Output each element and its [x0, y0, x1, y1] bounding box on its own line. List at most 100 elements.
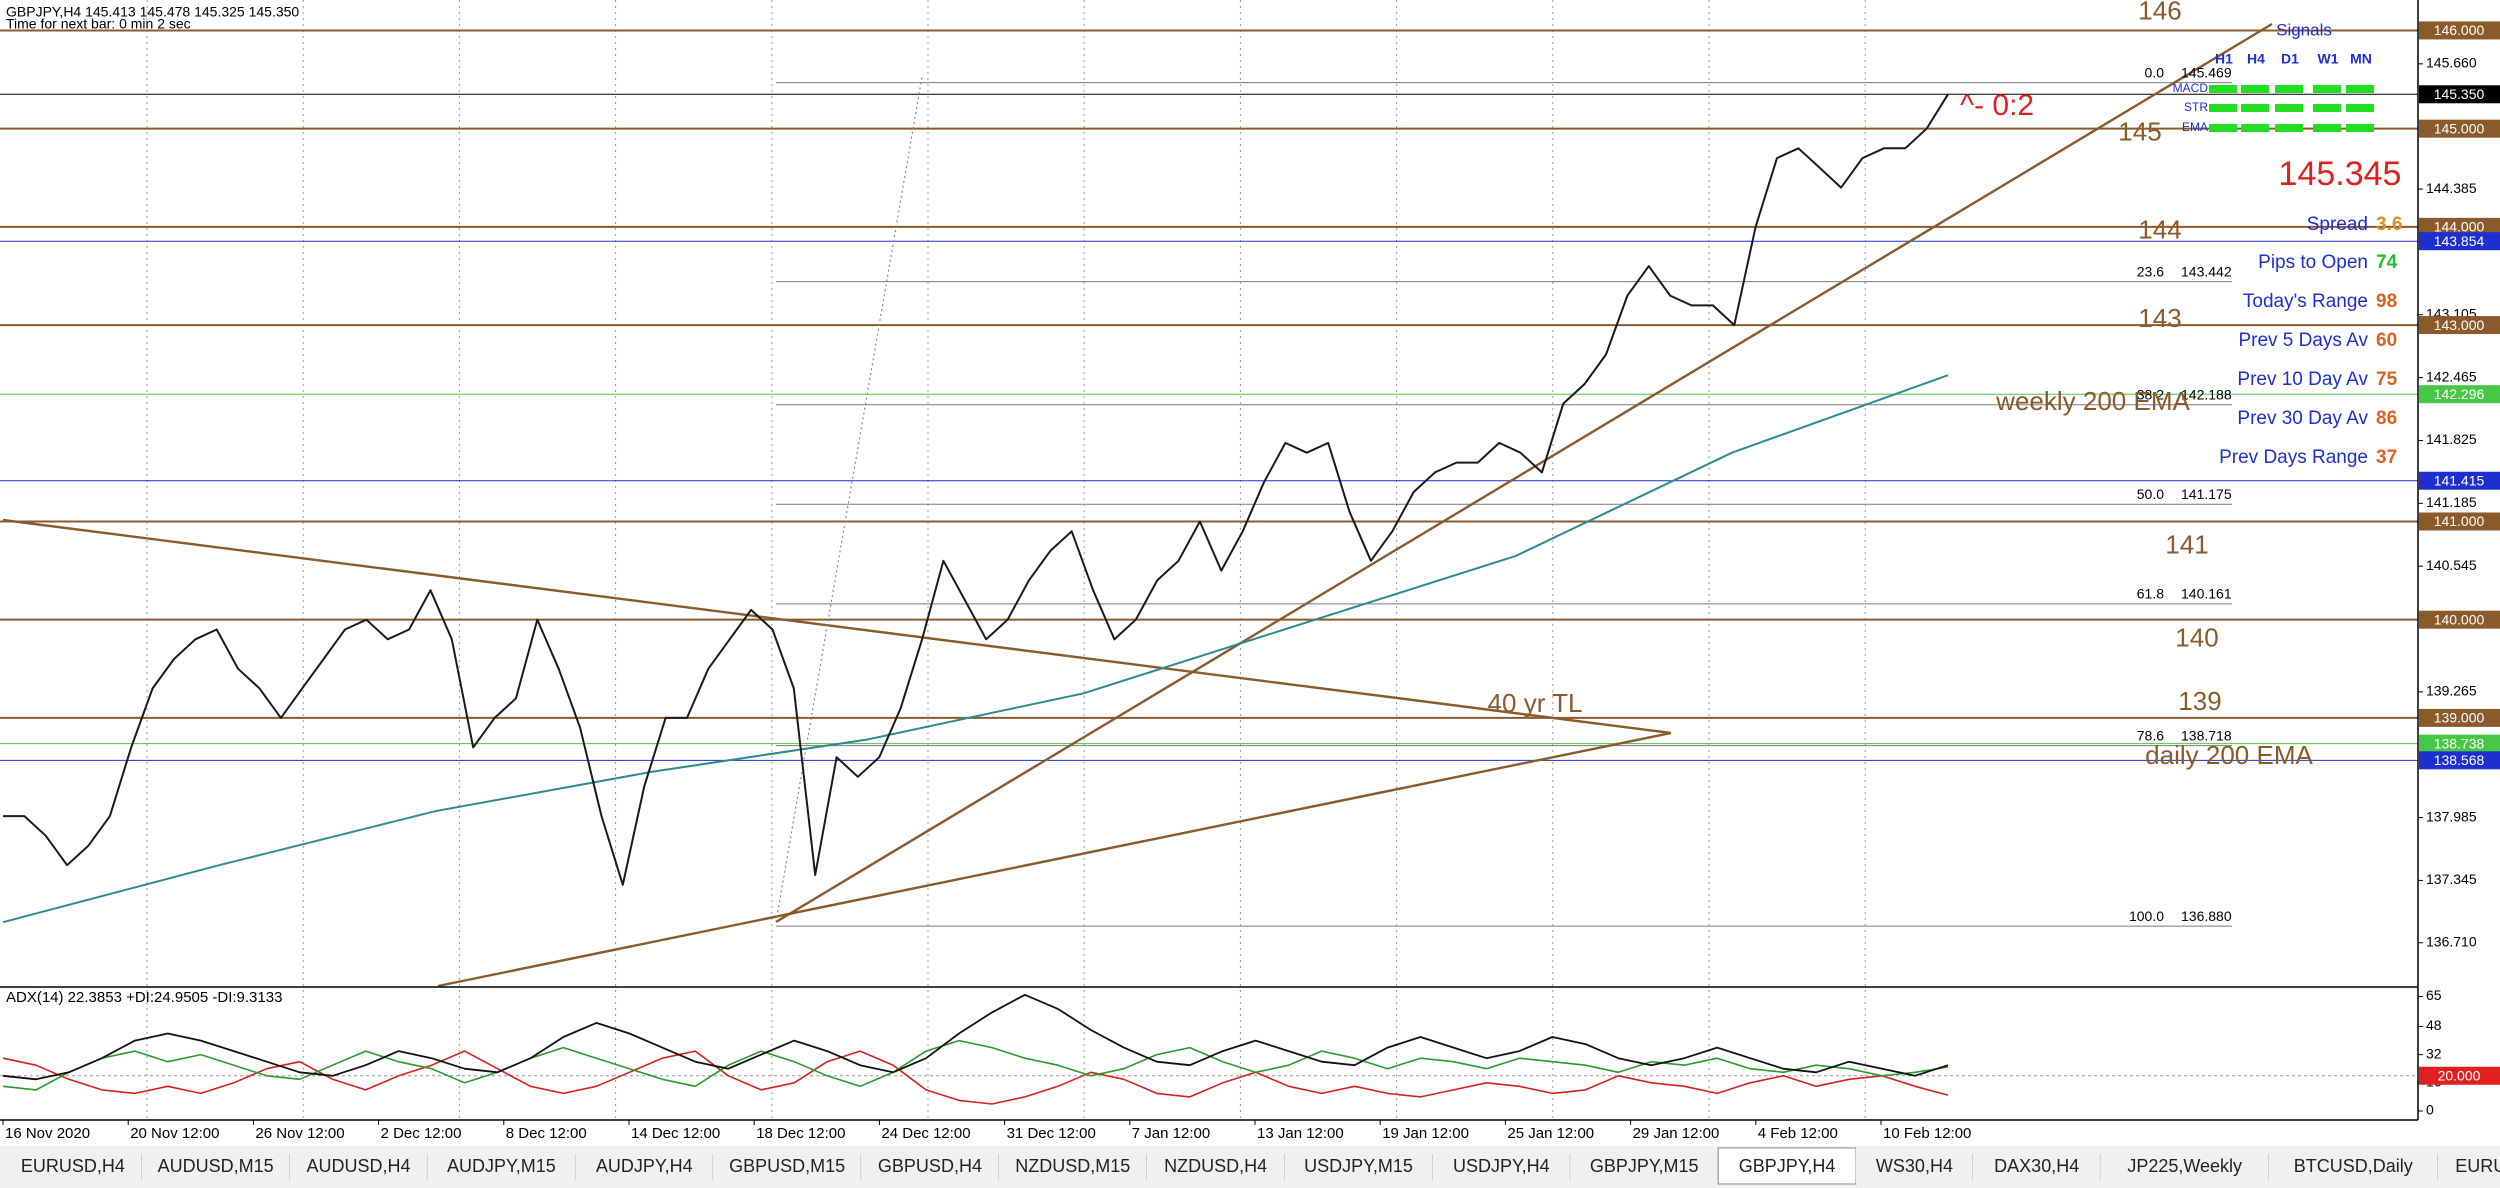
tab-label[interactable]: NZDUSD,H4 [1164, 1156, 1267, 1176]
signal-bar [2275, 124, 2303, 132]
adx-level-box [2419, 1066, 2500, 1085]
tab[interactable]: JP225,Weekly [2100, 1148, 2270, 1184]
tab[interactable]: EURU [2437, 1148, 2500, 1184]
signal-bar [2241, 85, 2269, 93]
bid-price: 145.345 [2279, 155, 2402, 193]
x-tick-label: 7 Jan 12:00 [1132, 1125, 1210, 1142]
level-label: 144.000 [2434, 219, 2485, 235]
tab[interactable]: WS30,H4 [1855, 1148, 1974, 1184]
stat-value: 37 [2376, 447, 2397, 468]
tab[interactable]: NZDUSD,H4 [1146, 1148, 1285, 1184]
tab-label[interactable]: AUDJPY,H4 [596, 1156, 693, 1176]
tab[interactable]: GBPUSD,H4 [861, 1148, 1000, 1184]
tab-label[interactable]: AUDUSD,H4 [307, 1156, 411, 1176]
trendlines [2, 22, 2273, 988]
tab[interactable]: AUDJPY,M15 [427, 1148, 576, 1184]
tab-label[interactable]: WS30,H4 [1876, 1156, 1953, 1176]
fib-price: 142.188 [2181, 387, 2232, 403]
tab[interactable]: EURUSD,H4 [4, 1148, 143, 1184]
tab-label[interactable]: GBPJPY,M15 [1590, 1156, 1699, 1176]
daily-ema-label: daily 200 EMA [2145, 740, 2313, 770]
tab-background [1973, 1148, 2101, 1184]
plot [2, 93, 1949, 1105]
tab[interactable]: GBPJPY,M15 [1570, 1148, 1719, 1184]
y-tick-label: 137.985 [2426, 808, 2477, 824]
signal-bar [2346, 104, 2374, 112]
adx-tick-label: 48 [2426, 1017, 2442, 1033]
round-number: 144 [2138, 215, 2181, 245]
tab[interactable]: GBPUSD,M15 [713, 1148, 862, 1184]
tab-label[interactable]: USDJPY,M15 [1304, 1156, 1413, 1176]
labels: 145.660144.385143.105142.465141.825141.1… [2, 0, 2500, 1142]
stat-value: 98 [2376, 291, 2397, 312]
x-tick-label: 31 Dec 12:00 [1007, 1125, 1096, 1142]
tab-label[interactable]: NZDUSD,M15 [1015, 1156, 1130, 1176]
fib-level: 61.8 [2137, 586, 2164, 602]
x-tick-label: 29 Jan 12:00 [1633, 1125, 1720, 1142]
x-tick-label: 24 Dec 12:00 [881, 1125, 970, 1142]
trendline-up [775, 22, 2273, 924]
adx-tick-label: 65 [2426, 987, 2442, 1003]
x-tick-label: 19 Jan 12:00 [1382, 1125, 1469, 1142]
tab-label[interactable]: GBPUSD,H4 [878, 1156, 982, 1176]
signal-bar [2313, 124, 2341, 132]
tab-label[interactable]: AUDJPY,M15 [447, 1156, 556, 1176]
tab[interactable]: USDJPY,H4 [1432, 1148, 1571, 1184]
tab-background [1570, 1148, 1719, 1184]
tab-label[interactable]: AUDUSD,M15 [158, 1156, 274, 1176]
trendline-40yr [2, 518, 1672, 735]
tab-label[interactable]: DAX30,H4 [1994, 1156, 2079, 1176]
level-label: 145.000 [2434, 120, 2485, 136]
stat-value: 75 [2376, 369, 2398, 390]
tab[interactable]: GBPJPY,H4 [1717, 1147, 1857, 1185]
stat-label: Prev 30 Day Av [2237, 408, 2368, 429]
tab-label[interactable]: EURU [2455, 1156, 2500, 1176]
tab-background [1717, 1147, 1857, 1185]
tab-label[interactable]: GBPJPY,H4 [1739, 1156, 1836, 1176]
stat-value: 86 [2376, 408, 2397, 429]
signals-title: Signals [2276, 20, 2332, 39]
tab-background [141, 1148, 290, 1184]
signal-bar [2241, 124, 2269, 132]
tab[interactable]: USDJPY,M15 [1284, 1148, 1433, 1184]
tab[interactable]: AUDUSD,M15 [141, 1148, 291, 1184]
tab[interactable]: AUDUSD,H4 [289, 1148, 428, 1184]
level-label: 139.000 [2434, 710, 2485, 726]
stat-label: Prev Days Range [2219, 447, 2368, 468]
tab[interactable]: DAX30,H4 [1973, 1148, 2101, 1184]
tab-label[interactable]: JP225,Weekly [2127, 1156, 2242, 1176]
stat-label: Pips to Open [2258, 252, 2368, 273]
level-label: 141.000 [2434, 513, 2485, 529]
signal-bar [2241, 104, 2269, 112]
y-tick-label: 141.185 [2426, 494, 2477, 510]
x-tick-label: 10 Feb 12:00 [1883, 1125, 1971, 1142]
level-box [2419, 21, 2500, 40]
tab-label[interactable]: USDJPY,H4 [1453, 1156, 1550, 1176]
x-tick-label: 8 Dec 12:00 [506, 1125, 587, 1142]
trendline-lower [437, 731, 1672, 988]
level-label: 143.000 [2434, 317, 2485, 333]
x-tick-label: 18 Dec 12:00 [756, 1125, 845, 1142]
level-label: 140.000 [2434, 611, 2485, 627]
x-tick-label: 13 Jan 12:00 [1257, 1125, 1344, 1142]
tab-label[interactable]: BTCUSD,Daily [2294, 1156, 2413, 1176]
level-box [2419, 119, 2500, 138]
y-tick-label: 137.345 [2426, 871, 2477, 887]
level-box [2419, 217, 2500, 236]
level-box [2419, 708, 2500, 727]
tab[interactable]: AUDJPY,H4 [575, 1148, 714, 1184]
tab-background [2269, 1148, 2438, 1184]
tab[interactable]: NZDUSD,M15 [998, 1148, 1148, 1184]
signal-bar [2275, 85, 2303, 93]
round-number: 146 [2138, 0, 2181, 25]
level-box [2419, 512, 2500, 531]
stat-label: Today's Range [2243, 291, 2368, 312]
tab-label[interactable]: EURUSD,H4 [21, 1156, 125, 1176]
signal-bar [2346, 85, 2374, 93]
tab[interactable]: BTCUSD,Daily [2269, 1148, 2439, 1184]
x-tick-label: 20 Nov 12:00 [130, 1125, 219, 1142]
signal-row: MACD [2173, 81, 2209, 95]
tab-label[interactable]: GBPUSD,M15 [729, 1156, 845, 1176]
